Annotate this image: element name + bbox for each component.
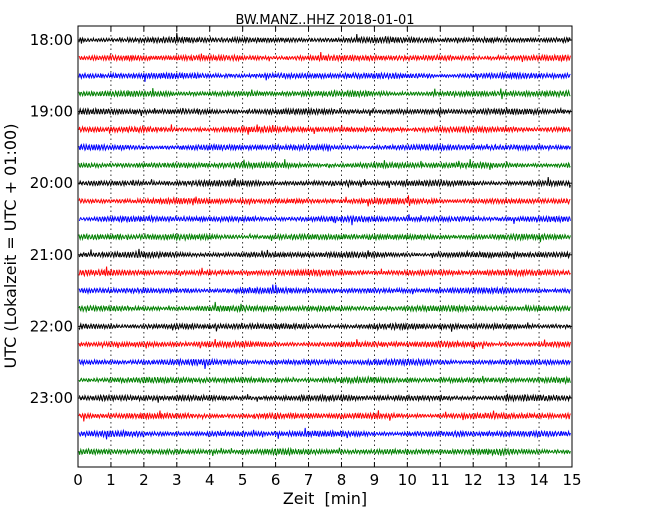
y-tick-label: 21:00 <box>30 246 73 264</box>
seismic-trace <box>78 339 571 350</box>
x-grid <box>110 26 540 467</box>
seismic-trace <box>78 177 571 189</box>
x-tick-label: 7 <box>304 471 314 489</box>
seismic-trace <box>78 51 571 63</box>
y-axis-ticks: 18:00 19:00 20:00 21:00 22:00 23:00 <box>30 31 572 407</box>
x-tick-label: 9 <box>370 471 380 489</box>
seismic-trace <box>78 124 571 135</box>
x-tick-label: 8 <box>337 471 347 489</box>
seismic-trace <box>78 410 571 422</box>
seismic-trace <box>78 88 571 100</box>
seismic-trace <box>78 71 571 82</box>
x-tick-label: 11 <box>431 471 450 489</box>
seismic-trace <box>78 266 571 278</box>
x-axis-label: Zeit [min] <box>283 489 367 508</box>
chart-title: BW.MANZ..HHZ 2018-01-01 <box>235 13 414 28</box>
y-tick-label: 22:00 <box>30 317 73 335</box>
x-tick-label: 5 <box>238 471 248 489</box>
trace-group <box>78 32 571 457</box>
x-tick-label: 1 <box>106 471 116 489</box>
x-tick-label: 15 <box>562 471 581 489</box>
x-tick-label: 4 <box>205 471 215 489</box>
seismic-trace <box>78 393 571 403</box>
x-tick-label: 6 <box>271 471 281 489</box>
y-axis-label: UTC (Lokalzeit = UTC + 01:00) <box>1 124 20 369</box>
x-tick-label: 14 <box>530 471 549 489</box>
x-tick-label: 13 <box>497 471 516 489</box>
seismic-trace <box>78 106 571 117</box>
seismic-trace <box>78 284 571 296</box>
seismic-trace <box>78 357 571 369</box>
y-tick-label: 23:00 <box>30 389 73 407</box>
x-tick-label: 12 <box>464 471 483 489</box>
seismic-trace <box>78 142 571 153</box>
y-tick-label: 19:00 <box>30 103 73 121</box>
x-tick-label: 3 <box>172 471 182 489</box>
x-tick-label: 0 <box>73 471 83 489</box>
seismic-trace <box>78 214 571 226</box>
seismic-trace <box>78 232 571 243</box>
seismic-trace <box>78 159 571 171</box>
seismic-trace <box>78 321 571 332</box>
x-tick-label: 2 <box>139 471 149 489</box>
seismic-trace <box>78 446 571 457</box>
seismic-trace <box>78 32 571 45</box>
seismic-trace <box>78 248 571 260</box>
seismic-trace <box>78 301 571 314</box>
y-tick-label: 18:00 <box>30 31 73 49</box>
seismic-trace <box>78 195 571 207</box>
x-tick-label: 10 <box>398 471 417 489</box>
y-tick-label: 20:00 <box>30 174 73 192</box>
seismic-trace <box>78 427 571 440</box>
plot-frame <box>77 25 573 468</box>
x-axis-ticks: 0 1 2 3 4 5 6 7 8 9 10 11 12 13 14 15 <box>73 26 582 489</box>
seismic-trace <box>78 374 571 385</box>
